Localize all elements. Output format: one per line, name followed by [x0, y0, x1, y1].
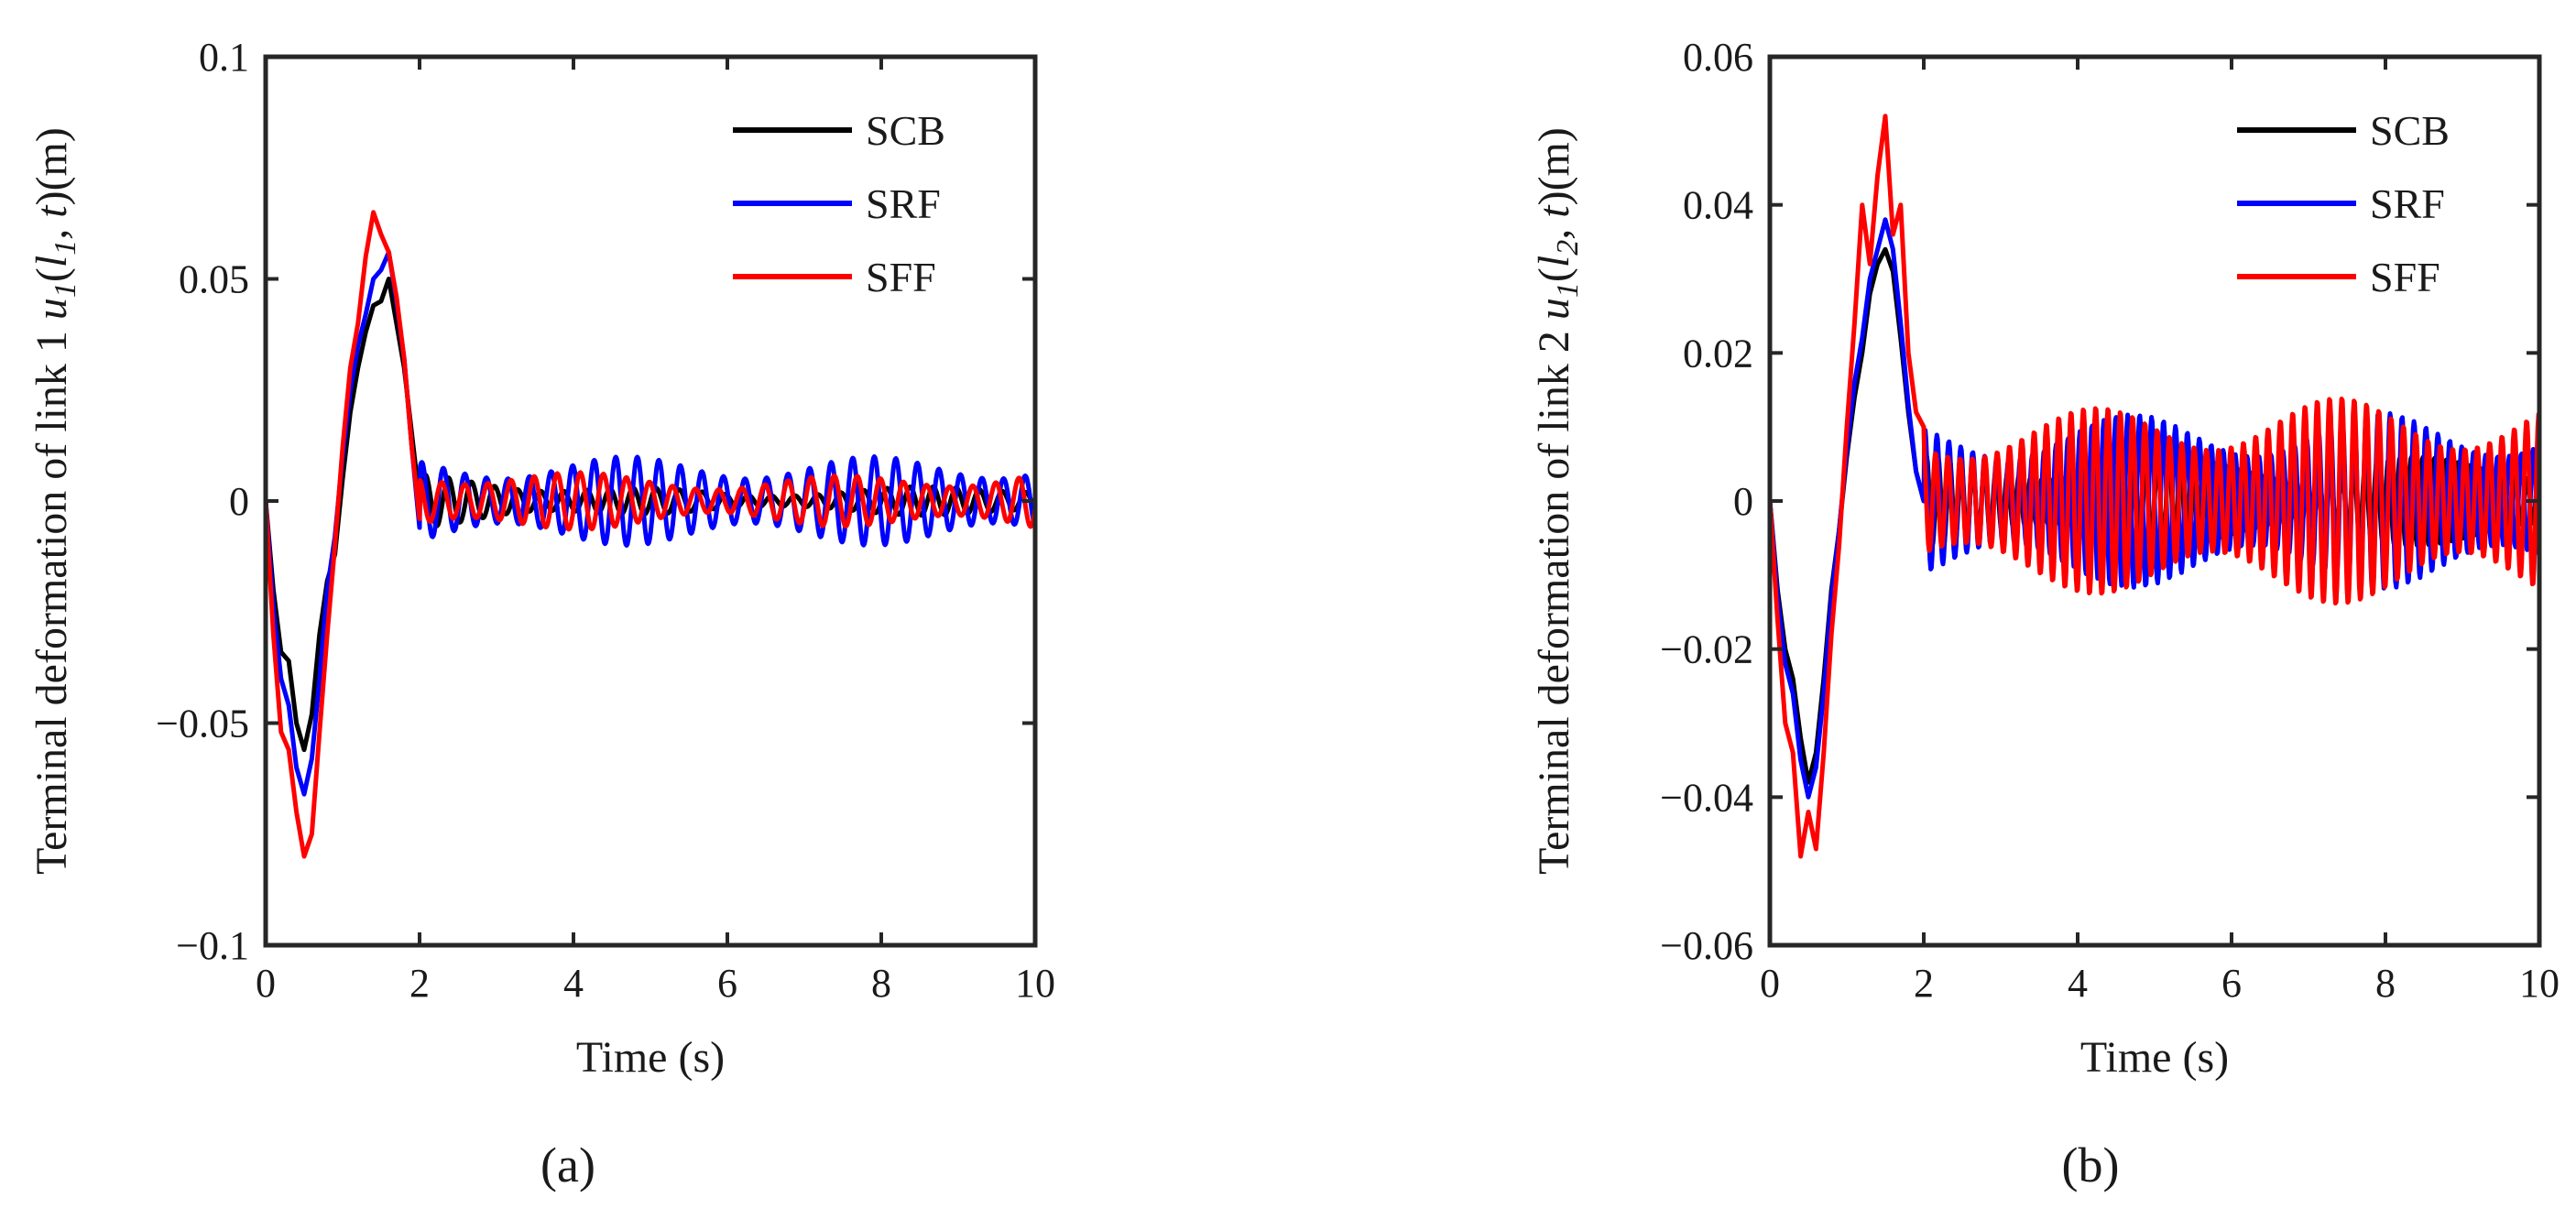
y-axis-label-b: Terminal deformation of link 2 u1(l2, t)…	[1530, 127, 1585, 875]
x-tick-label-b: 4	[2068, 961, 2088, 1006]
x-tick-label-a: 4	[563, 961, 584, 1006]
y-tick-label-a: −0.1	[176, 923, 249, 968]
y-tick-label-a: 0	[229, 479, 249, 524]
chart-panel-b: 0 2 4 6 8 10 −0.06 −0.04 −0.02 0 0.02 0.04 0.06 Time…	[1530, 35, 2560, 1193]
y-label-l-a: l	[27, 256, 76, 267]
y-tick-label-b: −0.06	[1660, 923, 1753, 968]
x-axis-label-b: Time (s)	[2080, 1033, 2229, 1082]
x-tick-label-b: 0	[1760, 961, 1780, 1006]
y-label-t-a: , t	[27, 204, 76, 240]
y-tick-label-b: 0	[1733, 479, 1753, 524]
y-label-t-b: , t	[1530, 204, 1578, 240]
legend-label-srf-b: SRF	[2370, 180, 2445, 227]
y-label-prefix-b: Terminal deformation of link 2	[1530, 320, 1578, 875]
y-tick-label-b: −0.04	[1660, 775, 1753, 820]
legend-label-srf-a: SRF	[866, 180, 941, 227]
series-line-sff-b	[1770, 114, 2539, 859]
y-label-var-b: u	[1530, 298, 1578, 320]
y-tick-label-b: 0.06	[1683, 35, 1753, 80]
chart-panel-a: 0 2 4 6 8 10 −0.1 −0.05 0 0.05 0.1 Time (s) Termin…	[27, 35, 1055, 1193]
y-label-prefix-a: Terminal deformation of link 1	[27, 320, 76, 875]
x-axis-label-a: Time (s)	[576, 1033, 725, 1082]
legend-label-scb-b: SCB	[2370, 107, 2450, 154]
y-tick-label-b: −0.02	[1660, 627, 1753, 672]
x-tick-label-a: 10	[1015, 961, 1055, 1006]
panel-label-a: (a)	[540, 1138, 595, 1193]
x-tick-label-b: 6	[2221, 961, 2242, 1006]
panel-label-b: (b)	[2062, 1138, 2120, 1193]
y-label-open-b: (	[1530, 267, 1578, 282]
y-label-l-sub-a: 1	[49, 240, 82, 256]
x-tick-label-b: 2	[1914, 961, 1934, 1006]
series-line-sff-a	[266, 210, 1035, 859]
x-tick-label-b: 8	[2375, 961, 2396, 1006]
y-tick-label-a: 0.1	[199, 35, 249, 80]
y-tick-label-a: −0.05	[156, 702, 249, 746]
ticks-a: 0 2 4 6 8 10 −0.1 −0.05 0 0.05 0.1	[156, 35, 1055, 1006]
x-tick-label-a: 0	[256, 961, 276, 1006]
series-layer-a	[266, 210, 1035, 859]
y-label-sub-b: 1	[1551, 282, 1585, 298]
y-label-unit-a: )(m)	[27, 127, 76, 205]
legend-label-scb-a: SCB	[866, 107, 945, 154]
legend-b: SCB SRF SFF	[2237, 107, 2450, 300]
y-label-unit-b: )(m)	[1530, 127, 1578, 205]
y-label-open-a: (	[27, 267, 76, 282]
y-tick-label-a: 0.05	[179, 257, 249, 302]
x-tick-label-a: 6	[717, 961, 737, 1006]
ticks-b: 0 2 4 6 8 10 −0.06 −0.04 −0.02 0 0.02 0.04 0.06	[1660, 35, 2560, 1006]
x-tick-label-b: 10	[2519, 961, 2560, 1006]
y-tick-label-b: 0.04	[1683, 183, 1753, 228]
legend-a: SCB SRF SFF	[733, 107, 945, 300]
legend-label-sff-a: SFF	[866, 254, 936, 300]
y-label-var-a: u	[27, 298, 76, 320]
x-tick-label-a: 8	[871, 961, 891, 1006]
y-axis-label-a: Terminal deformation of link 1 u1(l1, t)…	[27, 127, 82, 875]
y-label-l-sub-b: 2	[1551, 240, 1585, 256]
y-label-l-b: l	[1530, 256, 1578, 267]
legend-label-sff-b: SFF	[2370, 254, 2440, 300]
series-layer-b	[1770, 114, 2539, 859]
x-tick-label-a: 2	[409, 961, 430, 1006]
y-tick-label-b: 0.02	[1683, 331, 1753, 376]
y-label-sub-a: 1	[49, 282, 82, 298]
